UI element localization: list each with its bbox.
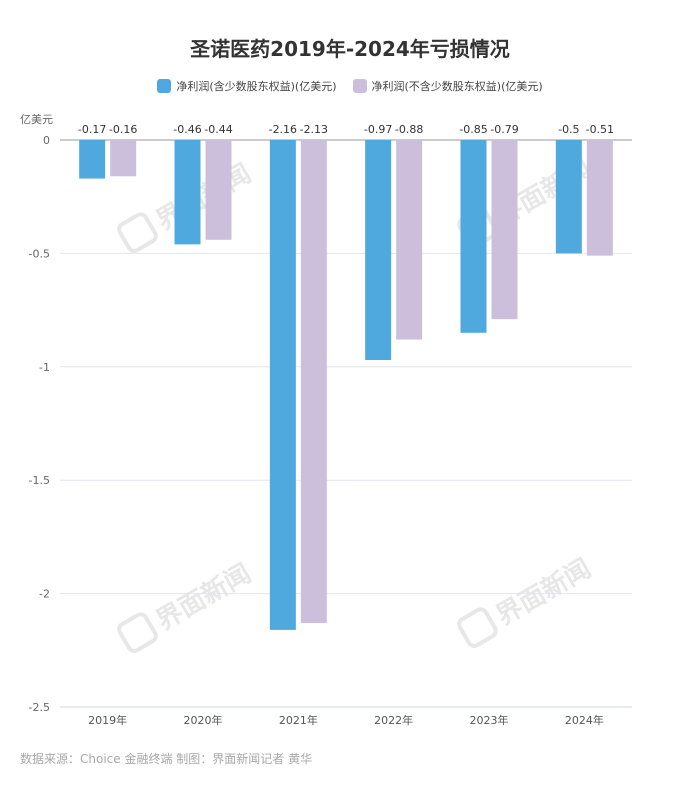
y-tick-label: 0 xyxy=(43,134,50,147)
x-tick-label: 2022年 xyxy=(374,713,413,727)
legend-item-series-1[interactable]: 净利润(含少数股东权益)(亿美元) xyxy=(157,78,337,94)
watermark-text: 界面新闻 xyxy=(151,158,257,237)
data-label-series-2: -0.51 xyxy=(586,123,614,136)
watermark: 界面新闻 xyxy=(457,553,597,648)
watermark: 界面新闻 xyxy=(117,558,257,653)
legend-item-series-2[interactable]: 净利润(不含少数股东权益)(亿美元) xyxy=(352,78,543,94)
watermark-text: 界面新闻 xyxy=(491,553,597,632)
x-tick-label: 2021年 xyxy=(279,713,318,727)
legend-label-series-2: 净利润(不含少数股东权益)(亿美元) xyxy=(371,80,543,93)
legend-swatch-series-2 xyxy=(352,79,367,93)
bar-series-1 xyxy=(460,140,487,333)
y-tick-label: -1.5 xyxy=(29,474,50,487)
data-label-series-1: -0.97 xyxy=(364,123,392,136)
bar-series-1 xyxy=(79,140,106,179)
data-label-series-1: -0.85 xyxy=(459,123,487,136)
y-tick-label: -2.5 xyxy=(29,701,50,714)
bar-series-2 xyxy=(491,140,518,320)
data-label-series-1: -0.46 xyxy=(173,123,201,136)
bar-series-2 xyxy=(586,140,613,256)
data-label-series-2: -0.88 xyxy=(395,123,423,136)
watermark-text: 界面新闻 xyxy=(151,558,257,637)
watermark-logo-icon xyxy=(457,607,498,648)
data-label-series-1: -2.16 xyxy=(269,123,297,136)
legend: 净利润(含少数股东权益)(亿美元) 净利润(不含少数股东权益)(亿美元) xyxy=(0,78,700,94)
x-tick-label: 2020年 xyxy=(184,713,223,727)
data-label-series-2: -0.79 xyxy=(490,123,518,136)
bar-series-2 xyxy=(110,140,137,177)
y-tick-label: -1 xyxy=(39,361,50,374)
y-tick-label: -2 xyxy=(39,588,50,601)
data-label-series-1: -0.17 xyxy=(78,123,106,136)
y-tick-label: -0.5 xyxy=(29,247,50,260)
data-label-series-2: -0.44 xyxy=(204,123,232,136)
bar-series-1 xyxy=(269,140,296,630)
data-label-series-2: -0.16 xyxy=(109,123,137,136)
chart-title: 圣诺医药2019年-2024年亏损情况 xyxy=(190,37,510,61)
x-tick-label: 2019年 xyxy=(88,713,127,727)
legend-label-series-1: 净利润(含少数股东权益)(亿美元) xyxy=(176,80,337,93)
bar-series-1 xyxy=(365,140,392,360)
x-tick-label: 2023年 xyxy=(470,713,509,727)
bar-series-1 xyxy=(555,140,582,254)
x-tick-label: 2024年 xyxy=(565,713,604,727)
source-note: 数据来源：Choice 金融终端 制图：界面新闻记者 黄华 xyxy=(20,752,313,766)
bar-series-1 xyxy=(174,140,201,245)
watermark-logo-icon xyxy=(117,612,158,653)
bar-series-2 xyxy=(396,140,423,340)
bar-series-2 xyxy=(300,140,327,624)
bar-series-2 xyxy=(205,140,232,240)
legend-swatch-series-1 xyxy=(157,79,172,93)
data-label-series-2: -2.13 xyxy=(300,123,328,136)
watermark-logo-icon xyxy=(117,212,158,253)
y-axis-unit-label: 亿美元 xyxy=(20,113,53,126)
data-label-series-1: -0.5 xyxy=(558,123,579,136)
